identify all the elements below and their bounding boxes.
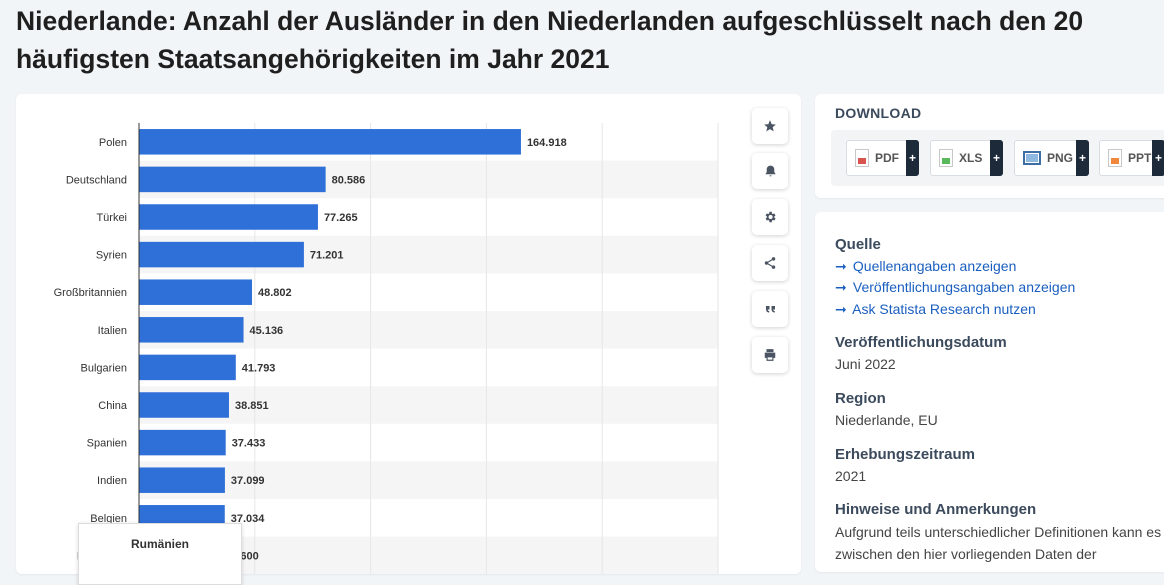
plus-icon: + [1076, 140, 1089, 176]
download-ppt-button[interactable]: PPT + [1099, 140, 1164, 176]
download-png-button[interactable]: PNG + [1014, 140, 1089, 176]
page-title: Niederlande: Anzahl der Ausländer in den… [16, 6, 1084, 74]
bar [139, 241, 304, 268]
pub-date-value: Juni 2022 [835, 356, 896, 372]
bar [139, 429, 226, 456]
bar [139, 317, 244, 343]
value-label: 77.265 [324, 212, 358, 224]
bar [139, 354, 236, 381]
plus-icon: + [1152, 140, 1164, 176]
pdf-label: PDF [875, 151, 899, 165]
download-options: PDF + XLS + PNG + PPT + [831, 130, 1164, 186]
category-label: Spanien [87, 438, 127, 450]
category-label: China [98, 400, 128, 412]
category-label: Belgien [90, 513, 127, 525]
bar [139, 392, 229, 418]
publication-link[interactable]: ➞ Veröffentlichungsangaben anzeigen [835, 279, 1075, 296]
quote-icon [765, 306, 775, 313]
bar [139, 129, 521, 155]
region-heading: Region [835, 390, 886, 407]
value-label: 37.034 [231, 513, 266, 525]
ppt-label: PPT [1128, 151, 1152, 165]
share-button[interactable] [752, 245, 788, 281]
settings-button[interactable] [752, 199, 788, 235]
chart-tooltip: Rumänien [78, 523, 242, 585]
category-label: Türkei [96, 212, 127, 224]
value-label: 164.918 [527, 137, 567, 149]
period-heading: Erhebungszeitraum [835, 446, 976, 463]
xls-icon [939, 149, 953, 167]
value-label: 71.201 [310, 250, 344, 262]
row-band [139, 386, 718, 424]
tooltip-label: Rumänien [131, 537, 190, 551]
xls-label: XLS [959, 151, 983, 165]
bar [139, 204, 318, 230]
star-icon [764, 120, 776, 132]
arrow-icon: ➞ [835, 301, 847, 317]
period-value: 2021 [835, 468, 867, 484]
png-icon [1023, 151, 1041, 165]
source-heading: Quelle [835, 236, 881, 253]
gear-icon [765, 211, 776, 223]
category-label: Indien [97, 475, 127, 487]
category-label: Deutschland [66, 174, 127, 186]
notes-text: Aufgrund teils unterschiedlicher Definit… [835, 524, 1162, 562]
pdf-icon [855, 149, 869, 167]
bell-icon [765, 165, 775, 177]
favorite-button[interactable] [752, 108, 788, 144]
research-link[interactable]: ➞ Ask Statista Research nutzen [835, 301, 1036, 318]
download-xls-button[interactable]: XLS + [930, 140, 1003, 176]
value-label: 37.433 [232, 438, 266, 450]
chart-card: Polen 164.918 Deutschland 80.586 Türkei 77.26… [16, 94, 801, 585]
arrow-icon: ➞ [835, 279, 847, 295]
value-label: 45.136 [250, 325, 284, 337]
notes-heading: Hinweise und Anmerkungen [835, 501, 1037, 518]
bar [139, 279, 253, 305]
source-link[interactable]: ➞ Quellenangaben anzeigen [835, 258, 1016, 275]
source-link-label: Quellenangaben anzeigen [852, 258, 1017, 274]
arrow-icon: ➞ [835, 258, 847, 274]
download-panel: DOWNLOAD PDF + XLS + PNG + PPT + [815, 94, 1164, 198]
download-heading: DOWNLOAD [835, 105, 922, 121]
ppt-icon [1108, 149, 1122, 167]
category-label: Polen [99, 137, 127, 149]
print-button[interactable] [752, 337, 788, 373]
region-value: Niederlande, EU [835, 412, 938, 428]
png-label: PNG [1047, 151, 1074, 165]
info-panel: Quelle ➞ Quellenangaben anzeigen ➞ Veröf… [815, 212, 1164, 572]
publication-link-label: Veröffentlichungsangaben anzeigen [852, 279, 1076, 295]
value-label: 37.099 [231, 475, 265, 487]
pub-date-heading: Veröffentlichungsdatum [835, 334, 1007, 351]
share-icon [764, 257, 776, 269]
category-label: Italien [98, 325, 127, 337]
download-pdf-button[interactable]: PDF + [846, 140, 919, 176]
value-label: 38.851 [235, 400, 269, 412]
category-label: Großbritannien [54, 287, 127, 299]
category-label: Bulgarien [81, 362, 127, 374]
plus-icon: + [990, 140, 1003, 176]
row-band [139, 461, 718, 499]
value-label: 80.586 [332, 174, 366, 186]
notification-button[interactable] [752, 153, 788, 189]
bar-chart: Polen 164.918 Deutschland 80.586 Türkei 77.26… [54, 123, 719, 574]
value-label: 48.802 [258, 287, 292, 299]
print-icon [764, 349, 776, 361]
value-label: 41.793 [242, 362, 276, 374]
category-label: Syrien [96, 250, 127, 262]
bar [139, 166, 326, 193]
bar [139, 467, 225, 493]
research-link-label: Ask Statista Research nutzen [852, 301, 1036, 317]
cite-button[interactable] [752, 291, 788, 327]
plus-icon: + [906, 140, 919, 176]
